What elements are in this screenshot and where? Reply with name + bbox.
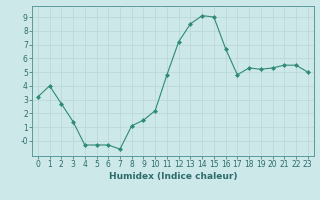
X-axis label: Humidex (Indice chaleur): Humidex (Indice chaleur) bbox=[108, 172, 237, 181]
